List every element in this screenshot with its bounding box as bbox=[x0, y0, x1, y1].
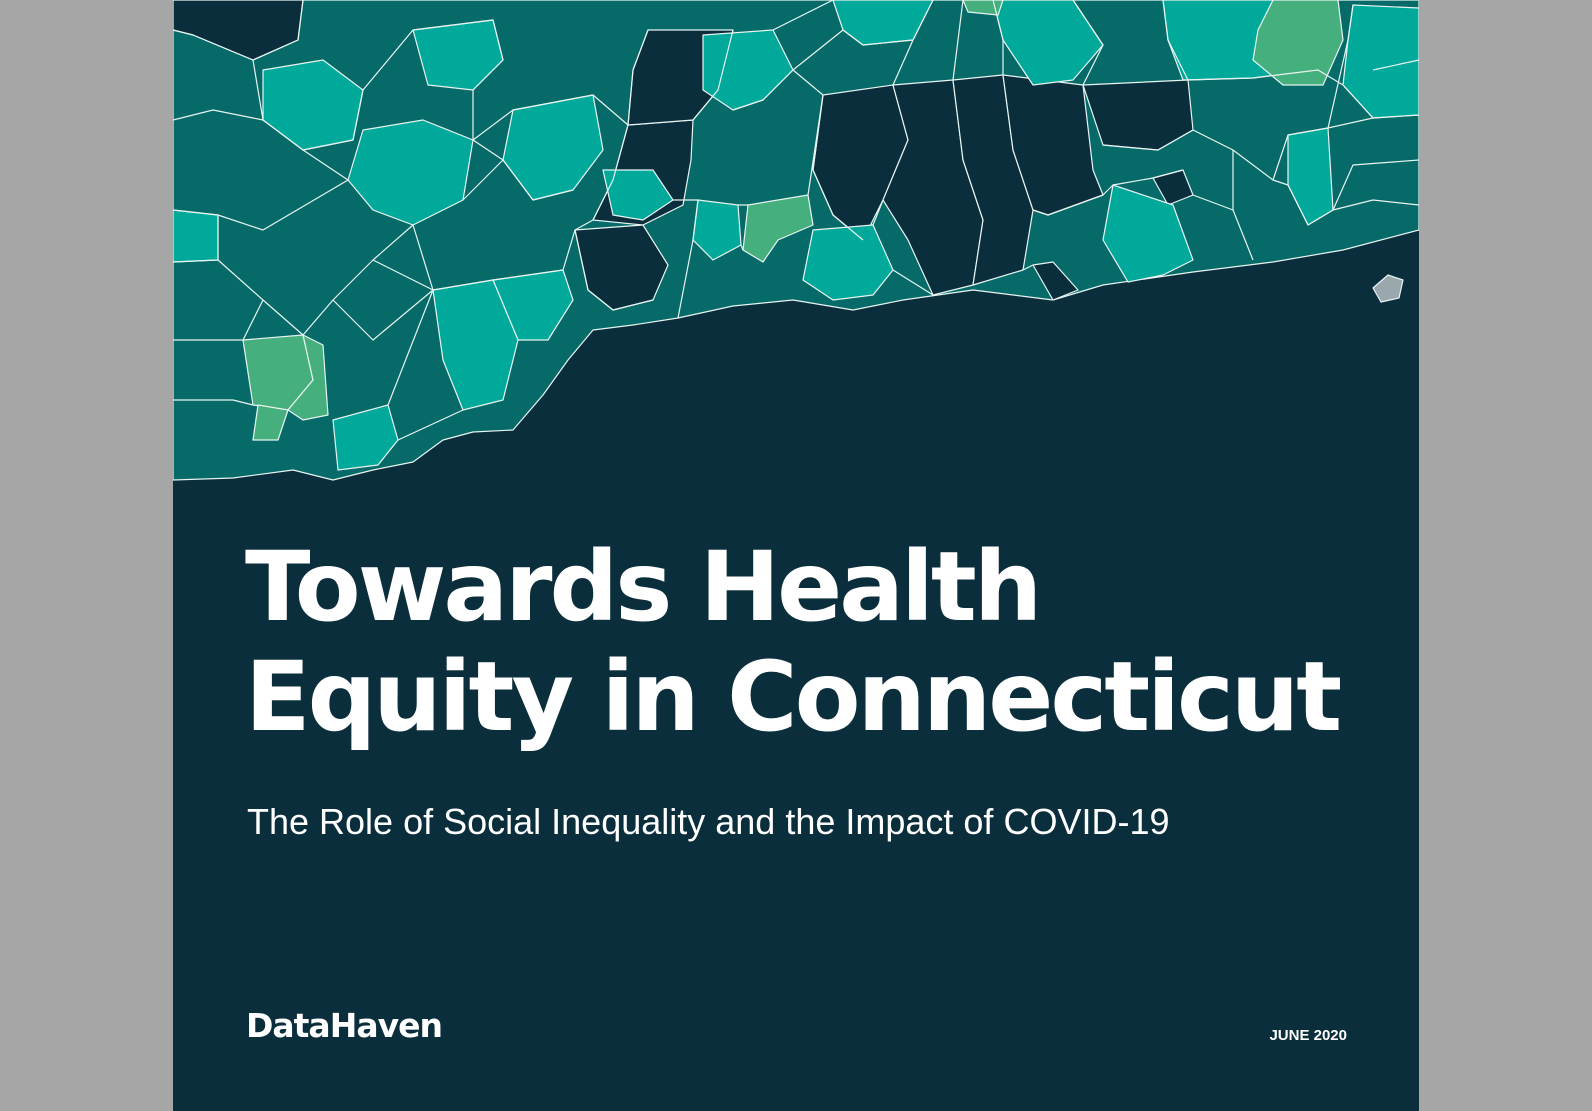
report-subtitle: The Role of Social Inequality and the Im… bbox=[247, 801, 1170, 842]
report-title-line-2: Equity in Connecticut bbox=[245, 641, 1342, 753]
report-cover-page: Towards Health Equity in Connecticut The… bbox=[173, 0, 1419, 1111]
connecticut-town-map bbox=[173, 0, 1419, 481]
publication-date: JUNE 2020 bbox=[1269, 1027, 1347, 1044]
publisher-logo: DataHaven bbox=[246, 1006, 443, 1045]
report-title: Towards Health Equity in Connecticut bbox=[245, 531, 1342, 753]
report-title-line-1: Towards Health bbox=[245, 531, 1042, 643]
